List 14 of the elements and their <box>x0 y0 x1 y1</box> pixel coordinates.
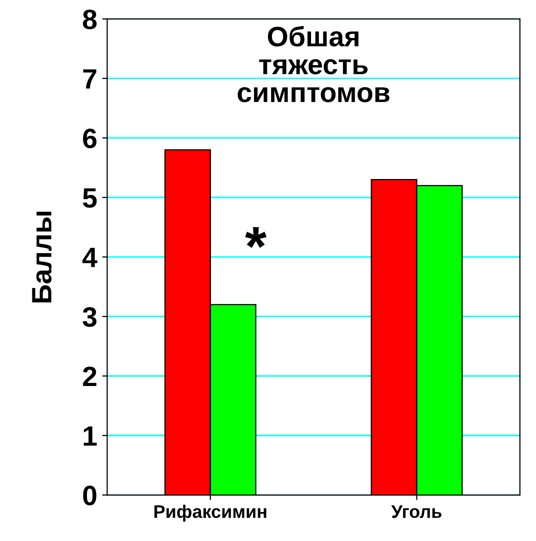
y-tick-label: 3 <box>82 307 96 327</box>
y-tick-label: 0 <box>83 486 96 506</box>
y-axis-title: Баллы <box>32 212 52 302</box>
y-tick-label: 5 <box>82 188 97 208</box>
y-tick-label: 4 <box>82 248 98 268</box>
x-tick-label: Рифаксимин <box>154 504 266 522</box>
text: Обшая тяжесть симптомов <box>238 26 390 102</box>
annotation: * <box>245 227 267 248</box>
y-tick-label: 2 <box>82 366 96 386</box>
y-tick-label: 7 <box>83 69 96 89</box>
y-tick-label: 8 <box>82 10 97 30</box>
y-tick-label: 1 <box>84 426 97 446</box>
x-tick-label: Уголь <box>391 505 442 518</box>
y-tick-label: 6 <box>83 128 96 148</box>
